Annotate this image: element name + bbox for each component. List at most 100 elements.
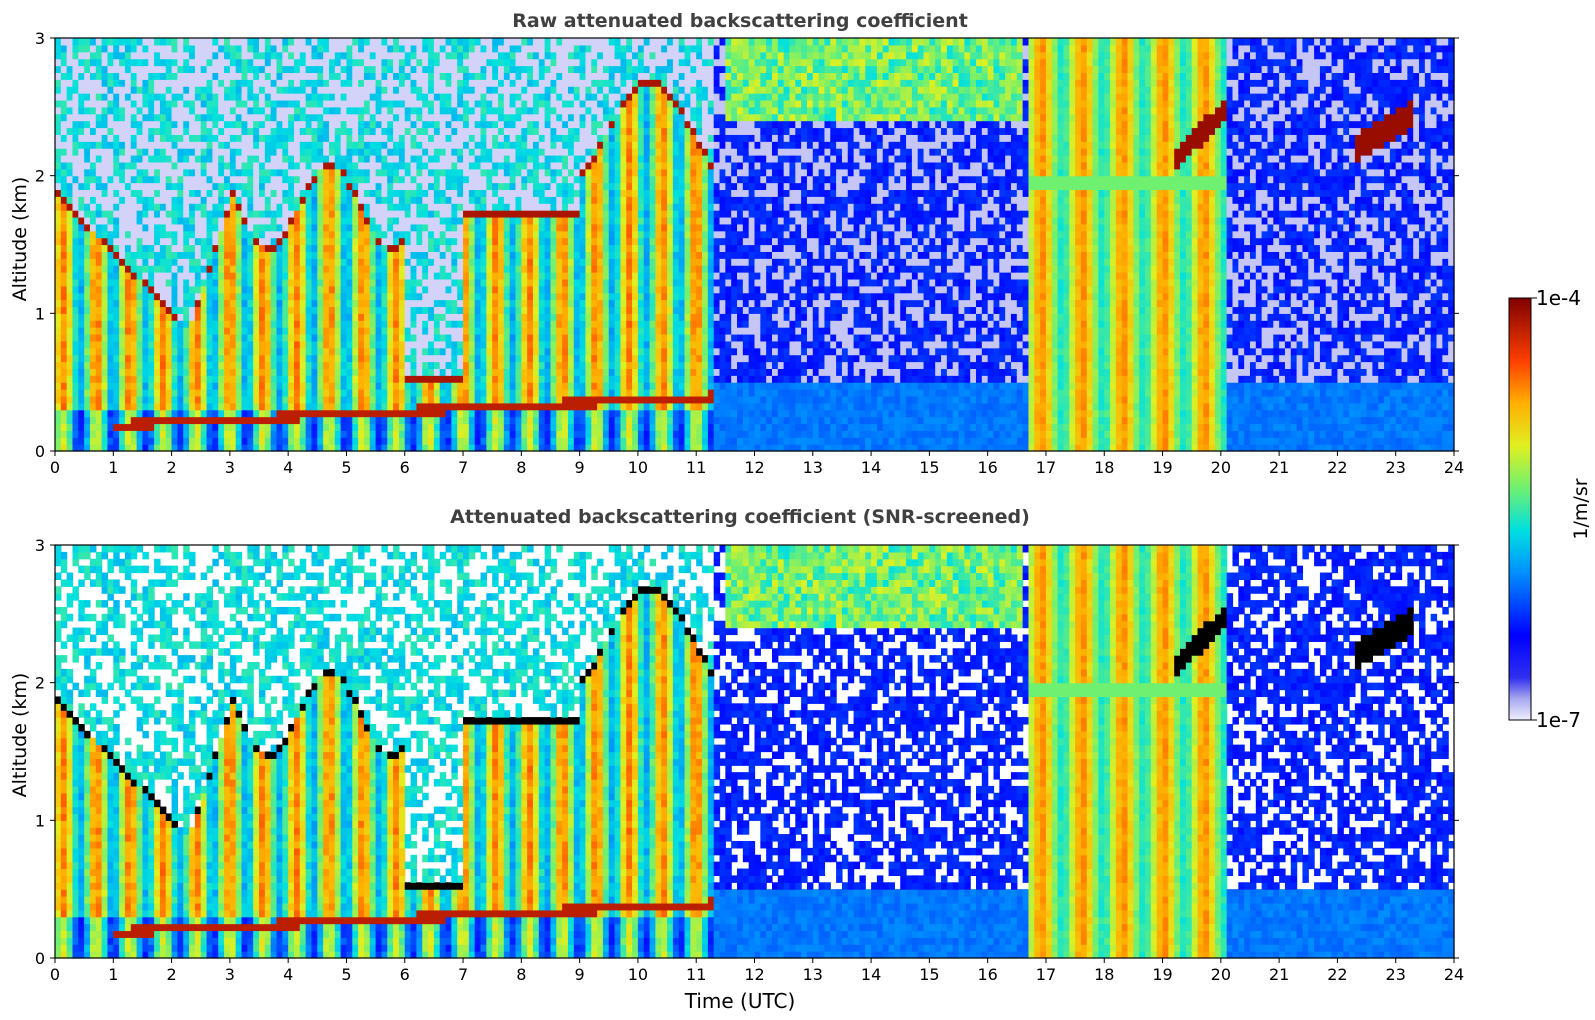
heatmap-cell [498,368,504,375]
heatmap-cell [201,86,207,93]
heatmap-cell [387,334,393,341]
heatmap-cell [259,114,265,121]
heatmap-cell [84,196,90,203]
heatmap-cell [300,320,306,327]
heatmap-cell [481,155,487,162]
heatmap-cell [481,93,487,100]
heatmap-cell [154,265,160,272]
heatmap-cell [72,423,78,430]
heatmap-cell [61,100,67,107]
heatmap-cell [90,403,96,410]
heatmap-cell [189,59,195,66]
heatmap-cell [393,368,399,375]
heatmap-cell [416,279,422,286]
heatmap-cell [481,423,487,430]
heatmap-cell [393,265,399,272]
heatmap-cell [160,423,166,430]
heatmap-cell [469,389,475,396]
heatmap-cell [346,155,352,162]
heatmap-cell [405,279,411,286]
heatmap-cell [323,272,329,279]
heatmap-cell [277,127,283,134]
heatmap-cell [271,52,277,59]
heatmap-cell [411,176,417,183]
heatmap-cell [457,217,463,224]
heatmap-cell [61,224,67,231]
heatmap-cell [393,313,399,320]
heatmap-cell [381,403,387,410]
heatmap-cell [329,341,335,348]
heatmap-cell [61,196,67,203]
heatmap-cell [486,66,492,73]
heatmap-cell [259,265,265,272]
heatmap-cell [533,217,539,224]
heatmap-cell [259,272,265,279]
heatmap-cell [236,437,242,444]
heatmap-cell [271,403,277,410]
heatmap-cell [148,362,154,369]
heatmap-cell [358,279,364,286]
heatmap-cell [533,348,539,355]
heatmap-cell [510,189,516,196]
heatmap-cell [84,66,90,73]
heatmap-cell [177,430,183,437]
heatmap-cell [102,107,108,114]
heatmap-cell [259,348,265,355]
heatmap-cell [492,224,498,231]
heatmap-cell [288,368,294,375]
heatmap-cell [428,196,434,203]
heatmap-cell [306,327,312,334]
heatmap-cell [230,348,236,355]
heatmap-cell [317,327,323,334]
heatmap-cell [183,320,189,327]
heatmap-cell [207,72,213,79]
heatmap-cell [247,403,253,410]
heatmap-cell [265,52,271,59]
heatmap-cell [533,100,539,107]
heatmap-cell [358,265,364,272]
heatmap-cell [376,100,382,107]
heatmap-cell [428,217,434,224]
heatmap-cell [137,66,143,73]
heatmap-cell [399,348,405,355]
heatmap-cell [341,300,347,307]
heatmap-cell [131,300,137,307]
heatmap-cell [311,169,317,176]
heatmap-cell [346,423,352,430]
heatmap-cell [72,258,78,265]
heatmap-cell [405,306,411,313]
heatmap-cell [247,210,253,217]
heatmap-cell [148,430,154,437]
heatmap-cell [189,93,195,100]
heatmap-cell [125,121,131,128]
heatmap-cell [247,38,253,45]
heatmap-cell [142,45,148,52]
heatmap-cell [311,334,317,341]
heatmap-cell [265,210,271,217]
heatmap-cell [317,300,323,307]
heatmap-cell [451,423,457,430]
heatmap-cell [55,189,61,196]
heatmap-cell [119,231,125,238]
heatmap-cell [207,93,213,100]
heatmap-cell [428,396,434,403]
heatmap-cell [300,286,306,293]
heatmap-cell [387,169,393,176]
heatmap-cell [498,38,504,45]
heatmap-cell [306,258,312,265]
heatmap-cell [212,100,218,107]
heatmap-cell [481,430,487,437]
heatmap-cell [352,251,358,258]
heatmap-cell [96,300,102,307]
heatmap-cell [61,382,67,389]
heatmap-cell [311,313,317,320]
heatmap-cell [446,355,452,362]
heatmap-cell [160,59,166,66]
heatmap-cell [405,382,411,389]
heatmap-cell [428,320,434,327]
heatmap-cell [166,59,172,66]
heatmap-cell [142,203,148,210]
heatmap-cell [84,121,90,128]
heatmap-cell [527,410,533,417]
heatmap-cell [317,320,323,327]
